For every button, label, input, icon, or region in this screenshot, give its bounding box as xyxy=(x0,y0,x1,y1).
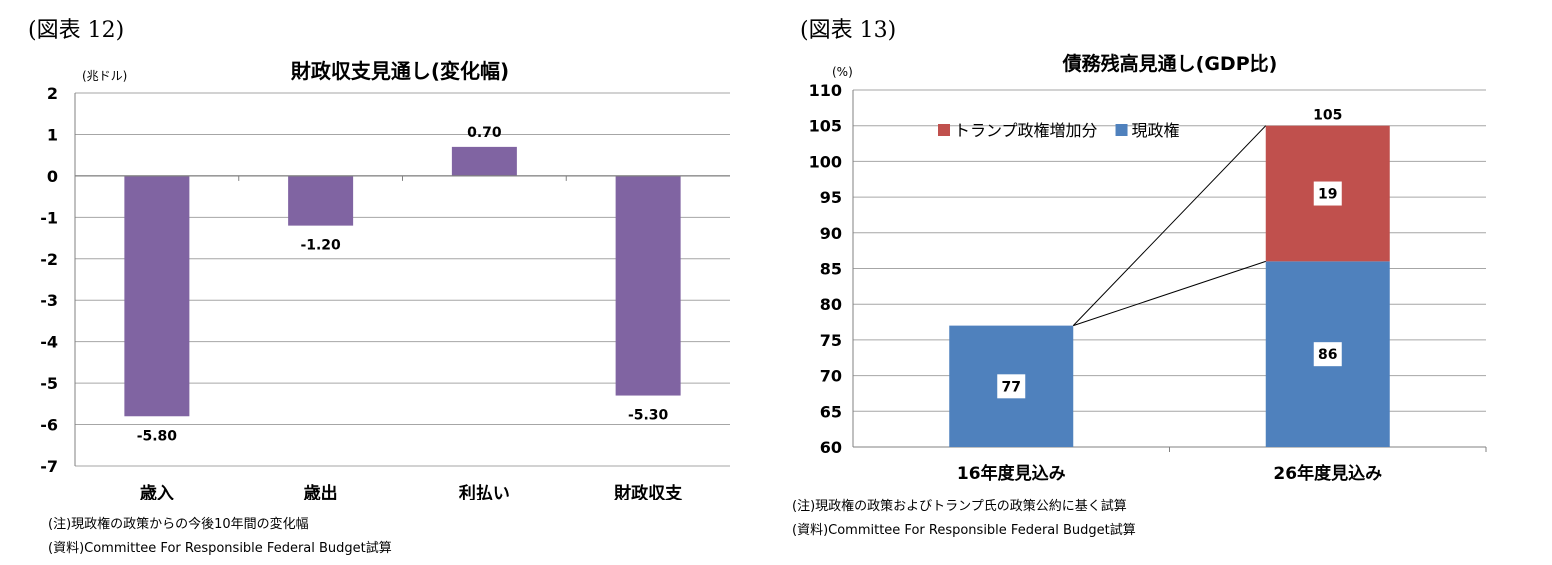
y-tick-label: 80 xyxy=(820,295,842,314)
y-tick-label: 75 xyxy=(820,331,842,350)
data-label: -5.80 xyxy=(137,428,178,444)
chart-title: 債務残高見通し(GDP比) xyxy=(1062,52,1278,75)
y-tick-label: 1 xyxy=(47,125,58,144)
legend-swatch xyxy=(938,124,950,136)
y-tick-label: -6 xyxy=(40,416,58,435)
data-label-box xyxy=(1313,342,1342,367)
figure-13-label: (図表 13) xyxy=(800,18,897,43)
bar xyxy=(124,175,190,417)
bar xyxy=(288,175,354,226)
total-label: 105 xyxy=(1313,108,1342,124)
bar xyxy=(615,175,681,396)
y-tick-label: -4 xyxy=(40,333,58,352)
y-tick-label: -2 xyxy=(40,250,58,269)
y-tick-label: 70 xyxy=(820,367,842,386)
y-tick-label: 2 xyxy=(47,84,58,103)
x-tick-label: 財政収支 xyxy=(613,483,683,500)
bar xyxy=(451,146,517,176)
figure-12-source: (資料)Committee For Responsible Federal Bu… xyxy=(48,541,392,556)
y-tick-label: 95 xyxy=(820,188,842,207)
figure-12-note: (注)現政権の政策からの今後10年間の変化幅 xyxy=(48,517,309,532)
y-tick-label: 100 xyxy=(809,152,842,171)
y-tick-label: 60 xyxy=(820,438,842,457)
x-tick-label: 26年度見込み xyxy=(1273,463,1382,484)
debt-outlook-chart: 債務残高見通し(GDP比) (%) 110 105 100 95 90 85 80 75 70 65 6… xyxy=(809,52,1487,484)
data-label-box xyxy=(997,374,1026,399)
figure-13-note: (注)現政権の政策およびトランプ氏の政策公約に基く試算 xyxy=(792,499,1127,514)
connector-line xyxy=(1073,260,1266,327)
y-tick-label: 85 xyxy=(820,260,842,279)
y-axis-unit-label: (兆ドル) xyxy=(82,69,127,83)
data-label: -1.20 xyxy=(300,238,341,254)
data-label: 0.70 xyxy=(467,125,502,141)
figure-12-label: (図表 12) xyxy=(28,18,125,43)
y-tick-label: 65 xyxy=(820,402,842,421)
y-tick-label: 110 xyxy=(809,81,842,100)
y-tick-label: -5 xyxy=(40,374,58,393)
data-label: -5.30 xyxy=(628,408,669,424)
y-axis-unit-label: (%) xyxy=(832,65,853,79)
y-tick-label: 0 xyxy=(47,167,58,186)
y-tick-label: -7 xyxy=(40,457,58,476)
figure-13-source: (資料)Committee For Responsible Federal Bu… xyxy=(792,523,1136,538)
connector-line xyxy=(1072,125,1267,326)
chart-title: 財政収支見通し(変化幅) xyxy=(291,59,509,83)
figure-13-panel: (図表 13) 債務残高見通し(GDP比) (%) 110 105 100 95 90 85 8… xyxy=(770,0,1552,565)
legend-swatch xyxy=(1115,124,1128,136)
y-tick-label: -3 xyxy=(40,291,58,310)
x-tick-label: 利払い xyxy=(459,483,510,500)
x-tick-label: 歳入 xyxy=(140,483,174,500)
data-label: 77 xyxy=(1002,379,1021,395)
figure-12-panel: (図表 12) 財政収支見通し(変化幅) (兆ドル) 2 1 0 -1 -2 -3 -4 -5 -6… xyxy=(0,0,760,565)
x-tick-label: 16年度見込み xyxy=(957,463,1066,484)
data-label-box xyxy=(1313,181,1342,206)
legend-label: 現政権 xyxy=(1132,121,1180,140)
y-tick-label: -1 xyxy=(40,208,58,227)
data-label: 19 xyxy=(1318,187,1337,203)
y-tick-label: 90 xyxy=(820,224,842,243)
x-tick-label: 歳出 xyxy=(304,483,338,500)
fiscal-balance-chart: 財政収支見通し(変化幅) (兆ドル) 2 1 0 -1 -2 -3 -4 -5 -6 -7 -5.80 歳… xyxy=(40,59,730,500)
data-label: 86 xyxy=(1318,347,1337,363)
legend-label: トランプ政権増加分 xyxy=(954,121,1098,140)
y-tick-label: 105 xyxy=(809,117,842,136)
